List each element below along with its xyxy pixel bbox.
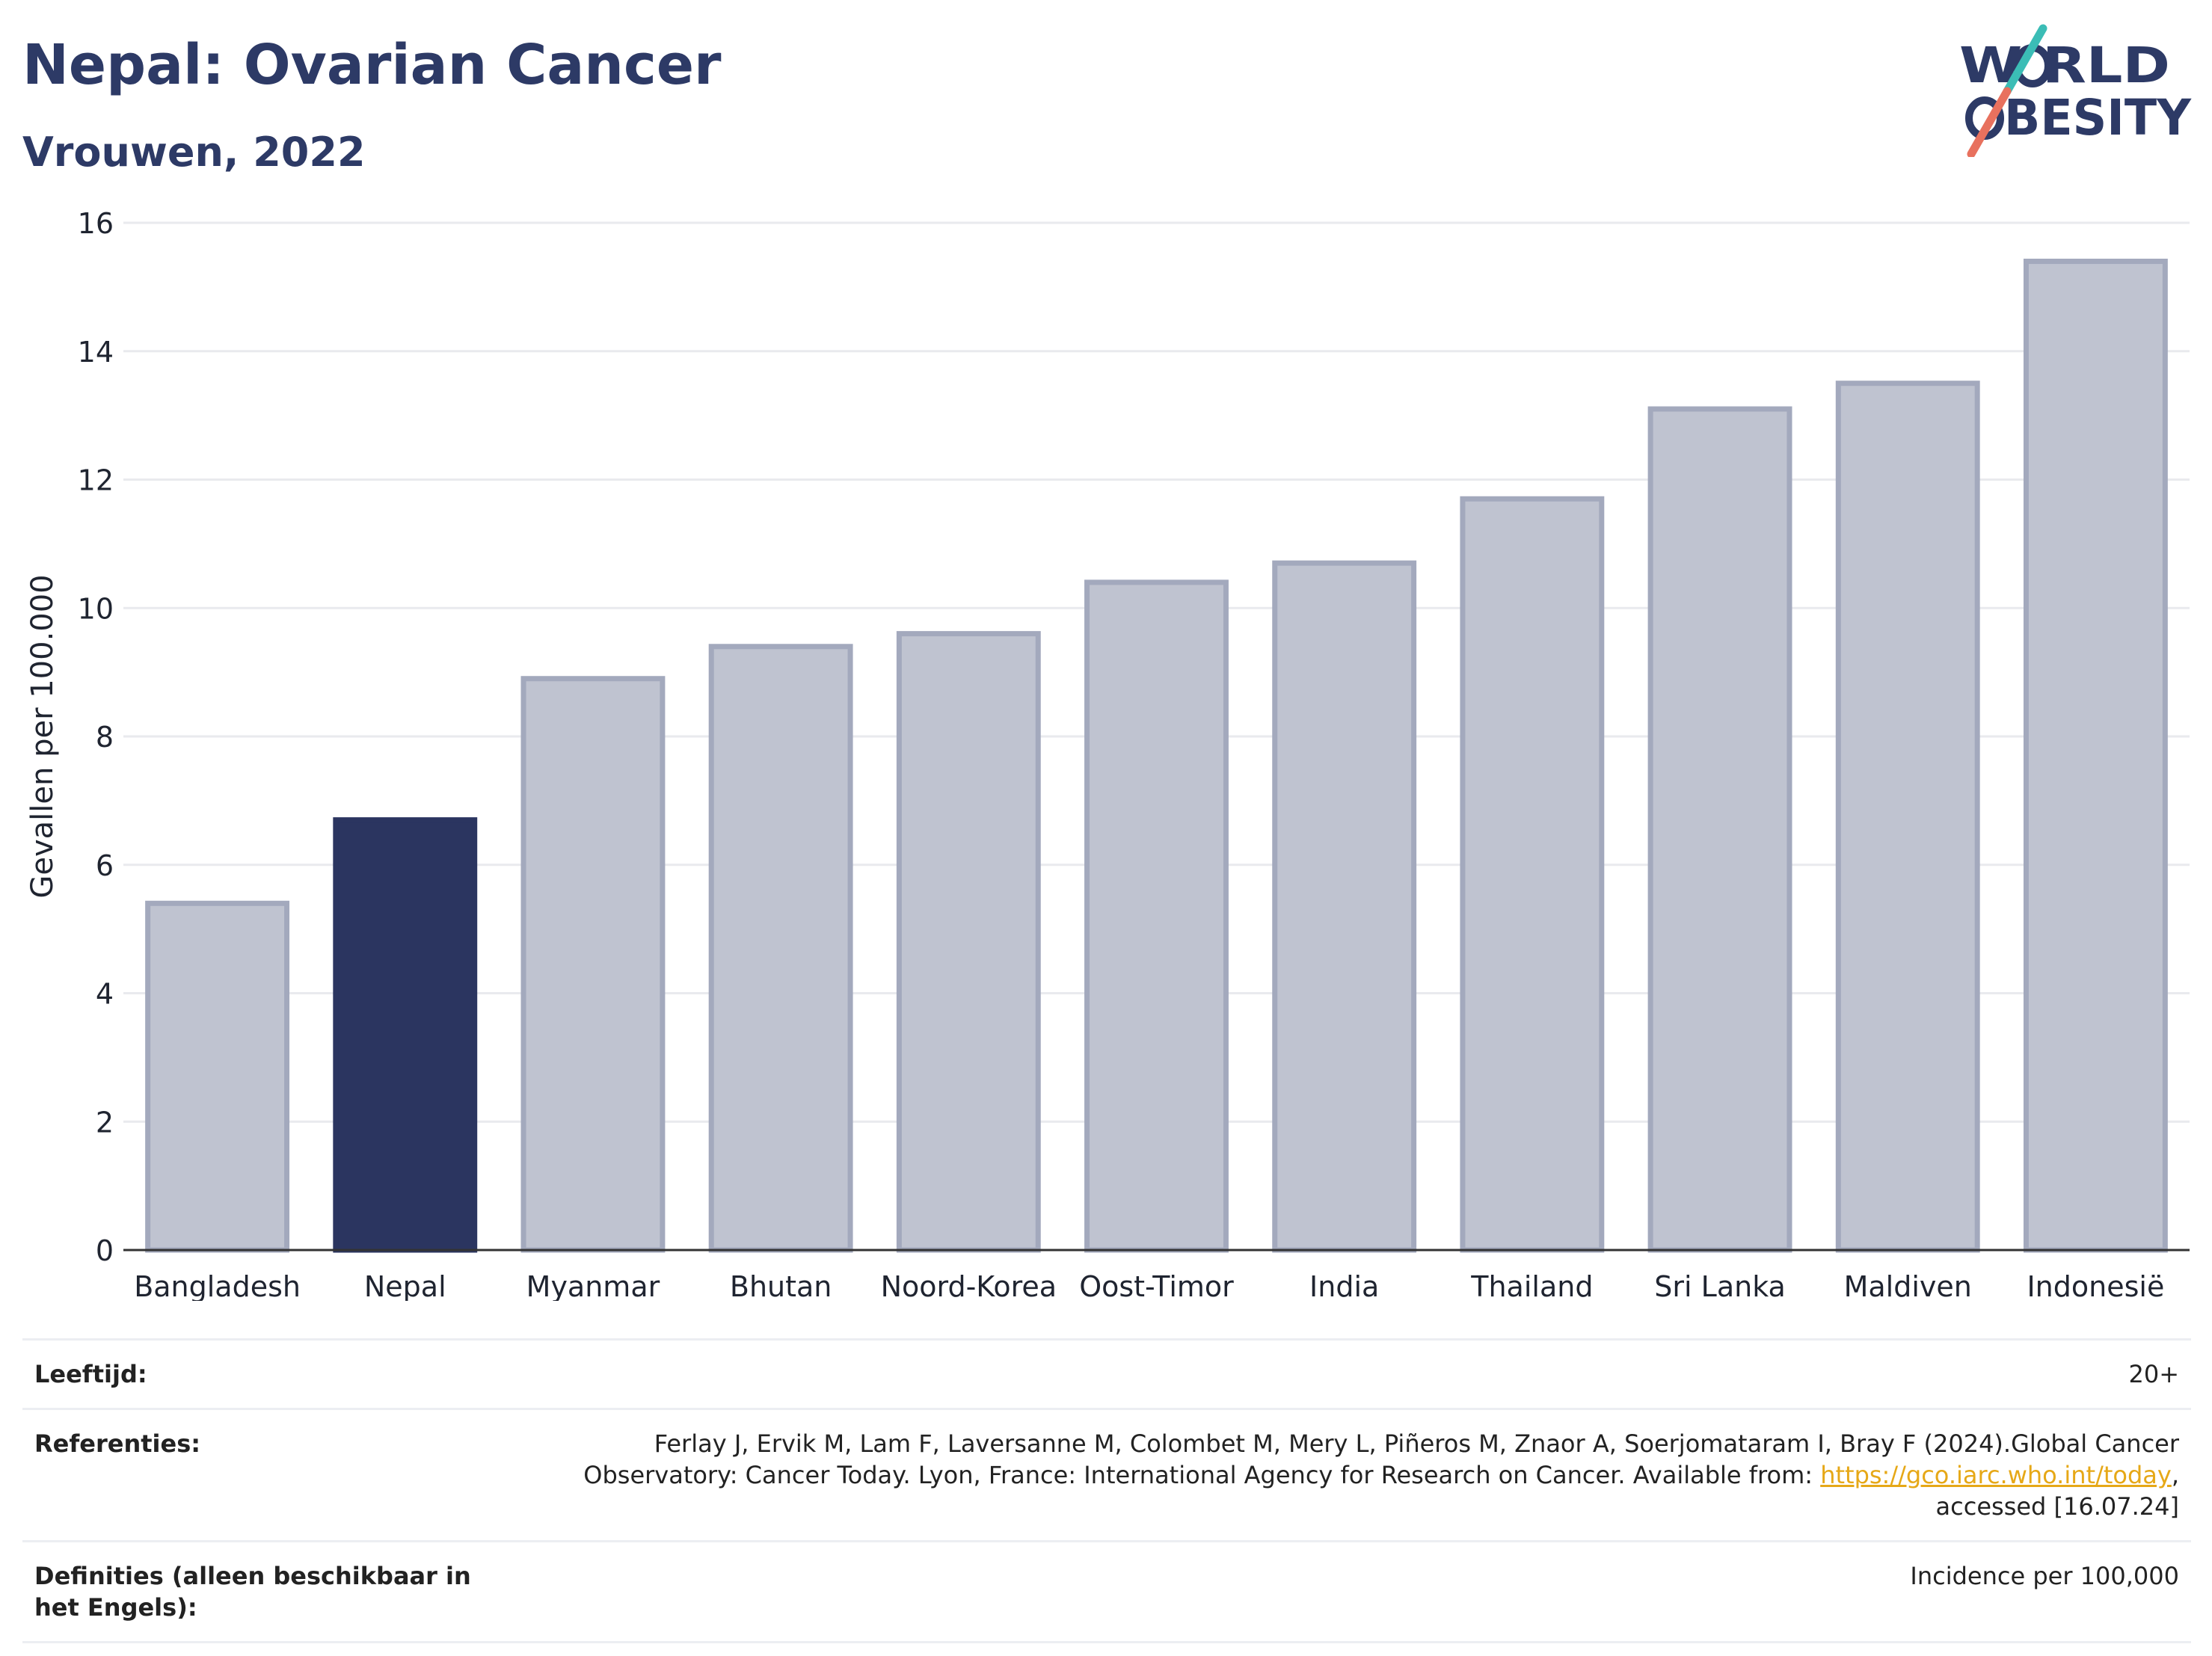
bar-myanmar: [520, 676, 666, 1253]
bar-bangladesh: [145, 900, 290, 1253]
chart-title: Nepal: Ovarian Cancer: [22, 33, 722, 97]
logo-line-1: W RLD: [1959, 37, 2170, 94]
bar-nepal: [333, 817, 478, 1253]
bar-india: [1272, 560, 1417, 1253]
x-tick-label: Bangladesh: [134, 1270, 301, 1301]
x-tick-label: India: [1309, 1270, 1379, 1301]
logo-slash-teal: [2003, 24, 2047, 96]
y-axis-label: Gevallen per 100.000: [25, 574, 60, 898]
references-text: Ferlay J, Ervik M, Lam F, Laversanne M, …: [583, 1429, 2179, 1489]
bar-sri-lanka: [1647, 406, 1792, 1253]
y-tick-label: 4: [96, 978, 114, 1011]
references-value: Ferlay J, Ervik M, Lam F, Laversanne M, …: [510, 1408, 2191, 1542]
x-axis-ticks: Bangladesh Nepal Myanmar Bhutan Noord-Korea O…: [134, 1270, 2164, 1301]
x-tick-label: Noord-Korea: [881, 1270, 1057, 1301]
x-tick-label: Nepal: [364, 1270, 446, 1301]
bar-indonesi-: [2023, 259, 2168, 1253]
x-tick-label: Sri Lanka: [1654, 1270, 1786, 1301]
bars: [145, 259, 2168, 1253]
y-tick-label: 0: [96, 1234, 114, 1267]
bar-bhutan: [708, 644, 853, 1253]
y-tick-label: 16: [78, 207, 114, 240]
y-tick-label: 2: [96, 1106, 114, 1139]
x-tick-label: Indonesië: [2027, 1270, 2164, 1301]
logo-slash-coral: [1967, 87, 2012, 157]
footer-row-references: Referenties: Ferlay J, Ervik M, Lam F, L…: [22, 1408, 2191, 1542]
bar-chart: 0 2 4 6 8 10 12 14 16 Bangladesh Nepal Myanmar Bhut…: [25, 207, 2190, 1301]
footer-row-definitions: Definities (alleen beschikbaar in het En…: [22, 1540, 2191, 1643]
references-accessed: , accessed [16.07.24]: [1935, 1461, 2179, 1521]
y-tick-label: 14: [78, 336, 114, 369]
x-tick-label: Maldiven: [1844, 1270, 1972, 1301]
logo-line-2: BESITY: [2004, 89, 2192, 147]
y-axis-ticks: 0 2 4 6 8 10 12 14 16: [78, 207, 114, 1267]
bar-maldiven: [1835, 381, 1980, 1253]
y-tick-label: 12: [78, 464, 114, 497]
x-tick-label: Myanmar: [526, 1270, 660, 1301]
footer-row-age: Leeftijd: 20+: [22, 1338, 2191, 1409]
world-obesity-logo: W RLD BESITY: [1959, 24, 2192, 157]
x-tick-label: Bhutan: [730, 1270, 832, 1301]
y-tick-label: 6: [96, 849, 114, 882]
age-label: Leeftijd:: [22, 1338, 510, 1409]
definitions-value: Incidence per 100,000: [510, 1540, 2191, 1643]
references-link[interactable]: https://gco.iarc.who.int/today: [1820, 1461, 2172, 1489]
x-tick-label: Thailand: [1470, 1270, 1593, 1301]
references-label: Referenties:: [22, 1408, 510, 1542]
age-value: 20+: [510, 1338, 2191, 1409]
x-tick-label: Oost-Timor: [1079, 1270, 1234, 1301]
bar-thailand: [1460, 496, 1605, 1253]
bar-noord-korea: [896, 631, 1041, 1253]
y-tick-label: 10: [78, 592, 114, 625]
definitions-label: Definities (alleen beschikbaar in het En…: [22, 1540, 510, 1643]
bar-oost-timor: [1084, 579, 1229, 1253]
chart-footer: Leeftijd: 20+ Referenties: Ferlay J, Erv…: [22, 1338, 2191, 1643]
y-tick-label: 8: [96, 721, 114, 754]
chart-subtitle: Vrouwen, 2022: [22, 129, 366, 176]
